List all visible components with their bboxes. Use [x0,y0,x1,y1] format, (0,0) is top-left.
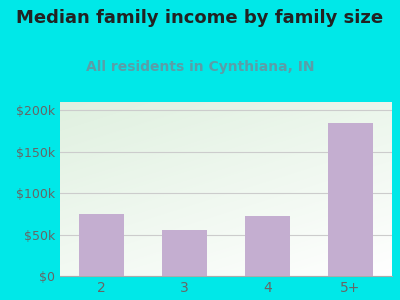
Bar [328,123,373,276]
Bar [245,216,290,276]
Bar [162,230,207,276]
Text: All residents in Cynthiana, IN: All residents in Cynthiana, IN [86,60,314,74]
Bar [79,214,124,276]
Text: Median family income by family size: Median family income by family size [16,9,384,27]
